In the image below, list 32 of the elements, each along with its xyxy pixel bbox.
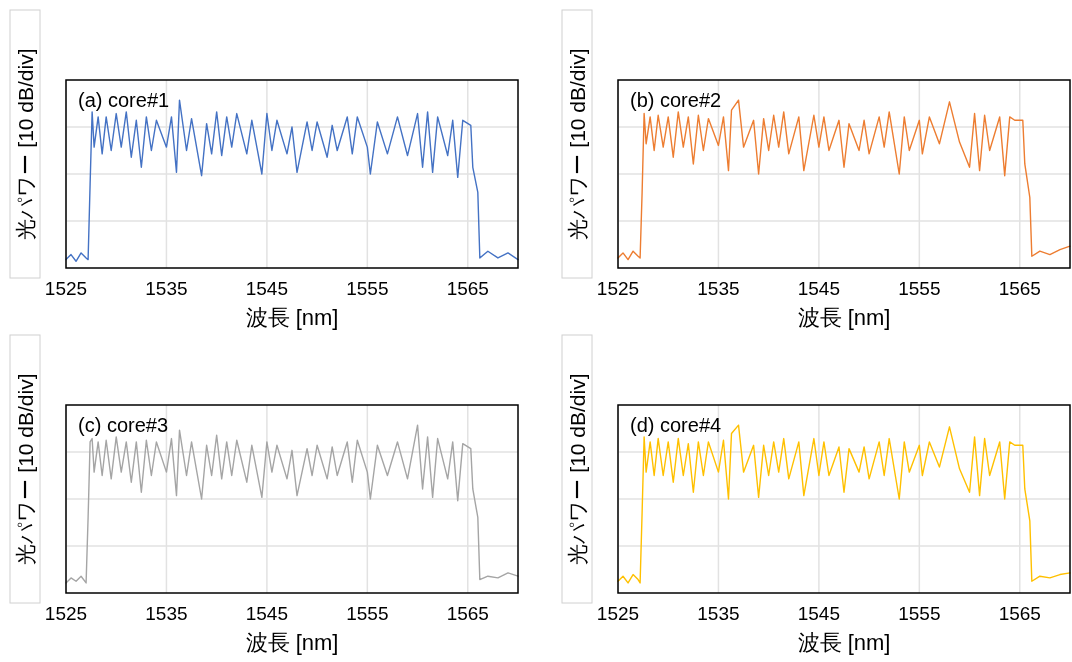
x-tick-label: 1535 <box>145 278 188 299</box>
chart-title: (c) core#3 <box>78 414 169 436</box>
y-axis-title: 光パワー [10 dB/div] <box>14 48 37 240</box>
x-tick-label: 1565 <box>446 603 489 624</box>
y-axis-title: 光パワー [10 dB/div] <box>566 373 589 565</box>
x-tick-label: 1565 <box>998 278 1041 299</box>
x-tick-label: 1525 <box>44 603 88 624</box>
x-tick-label: 1555 <box>346 603 389 624</box>
x-tick-label: 1555 <box>346 278 389 299</box>
x-tick-label: 1525 <box>596 278 640 299</box>
chart-title: (d) core#4 <box>630 414 722 436</box>
x-tick-label: 1555 <box>898 278 941 299</box>
x-tick-label: 1565 <box>446 278 489 299</box>
chart-title: (b) core#2 <box>630 89 722 111</box>
x-axis-title: 波長 [nm] <box>245 630 339 655</box>
x-tick-label: 1555 <box>898 603 941 624</box>
x-tick-label: 1535 <box>697 278 740 299</box>
x-tick-label: 1565 <box>998 603 1041 624</box>
x-tick-label: 1535 <box>145 603 188 624</box>
x-tick-label: 1525 <box>596 603 640 624</box>
x-axis-title: 波長 [nm] <box>797 305 891 330</box>
x-tick-label: 1525 <box>44 278 88 299</box>
x-tick-label: 1545 <box>797 603 841 624</box>
x-tick-label: 1545 <box>797 278 841 299</box>
x-axis-title: 波長 [nm] <box>797 630 891 655</box>
y-axis-title: 光パワー [10 dB/div] <box>14 373 37 565</box>
x-tick-label: 1535 <box>697 603 740 624</box>
x-axis-title: 波長 [nm] <box>245 305 339 330</box>
x-tick-label: 1545 <box>245 278 289 299</box>
chart-title: (a) core#1 <box>78 89 170 111</box>
y-axis-title: 光パワー [10 dB/div] <box>566 48 589 240</box>
x-tick-label: 1545 <box>245 603 289 624</box>
